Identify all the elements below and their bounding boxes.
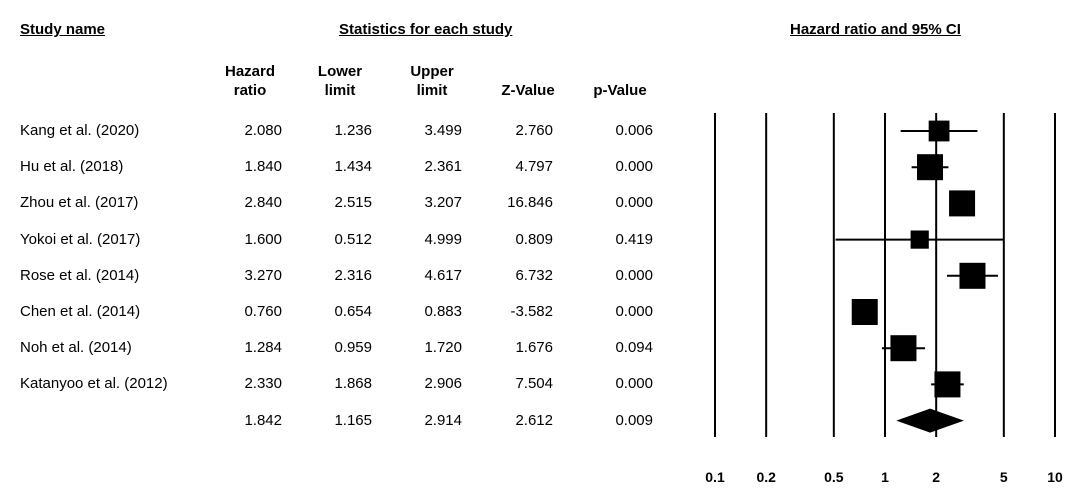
p-value-cell: 0.006 (615, 122, 653, 139)
p-value-cell: 0.000 (615, 266, 653, 284)
point-marker (928, 120, 950, 142)
z-value-cell: 16.846 (507, 194, 553, 212)
x-tick-label: 0.2 (756, 469, 776, 485)
upper-limit-cell: 0.883 (424, 303, 462, 320)
point-marker (949, 190, 976, 217)
point-marker (910, 230, 929, 249)
lower-limit-cell: 2.515 (334, 194, 372, 212)
x-tick-label: 5 (1000, 469, 1008, 485)
lower-limit-cell: 0.654 (334, 303, 372, 320)
point-marker (959, 262, 986, 289)
point-marker (890, 335, 917, 362)
z-value-cell: 7.504 (515, 375, 553, 393)
upper-limit-header: Upper limit (397, 62, 467, 100)
x-tick-label: 0.5 (824, 469, 844, 485)
lower-limit-header-line2: limit (324, 82, 356, 99)
upper-limit-cell: 1.720 (424, 339, 462, 357)
summary-diamond (896, 408, 964, 433)
hazard-ratio-header-line1: Hazard (224, 63, 276, 80)
hazard-ratio-header: Hazard ratio (210, 62, 290, 100)
study-name-cell: Kang et al. (2020) (20, 122, 140, 139)
plot-title: Hazard ratio and 95% CI (790, 21, 961, 38)
p-value-cell: 0.000 (615, 303, 653, 320)
hazard-ratio-cell: 1.840 (244, 158, 282, 176)
p-value-cell: 0.000 (615, 375, 653, 393)
hazard-ratio-cell: 2.330 (244, 375, 282, 393)
z-value-cell: 4.797 (515, 158, 553, 176)
lower-limit-cell: 1.868 (334, 375, 372, 393)
x-tick-label: 2 (932, 469, 940, 485)
point-marker (851, 299, 878, 325)
z-value-cell: 2.612 (515, 411, 553, 429)
study-name-cell: Noh et al. (2014) (20, 339, 132, 357)
p-value-cell: 0.000 (615, 194, 653, 212)
statistics-header: Statistics for each study (339, 21, 513, 38)
lower-limit-cell: 1.165 (334, 411, 372, 429)
lower-limit-header-line1: Lower (317, 63, 363, 80)
p-value-cell: 0.000 (615, 158, 653, 176)
hazard-ratio-cell: 0.760 (244, 303, 282, 320)
p-value-cell: 0.419 (615, 230, 653, 248)
study-name-cell: Zhou et al. (2017) (20, 194, 139, 212)
lower-limit-cell: 1.236 (334, 122, 372, 139)
upper-limit-cell: 4.617 (424, 266, 462, 284)
study-name-cell: Hu et al. (2018) (20, 158, 124, 176)
study-name-cell: Yokoi et al. (2017) (20, 230, 141, 248)
upper-limit-cell: 2.906 (424, 375, 462, 393)
hazard-ratio-cell: 1.842 (244, 411, 282, 429)
p-value-cell: 0.094 (615, 339, 653, 357)
study-name-header: Study name (20, 21, 106, 38)
lower-limit-cell: 0.959 (334, 339, 372, 357)
hazard-ratio-cell: 3.270 (244, 266, 282, 284)
z-value-cell: -3.582 (510, 303, 553, 320)
point-marker (934, 371, 961, 398)
upper-limit-cell: 3.499 (424, 122, 462, 139)
lower-limit-cell: 2.316 (334, 266, 372, 284)
upper-limit-cell: 4.999 (424, 230, 462, 248)
p-value-header: p-Value (593, 82, 647, 99)
z-value-cell: 0.809 (515, 230, 553, 248)
upper-limit-header-line2: limit (416, 82, 448, 99)
x-tick-label: 0.1 (705, 469, 725, 485)
x-tick-label: 1 (881, 469, 889, 485)
p-value-cell: 0.009 (615, 411, 653, 429)
lower-limit-header: Lower limit (305, 62, 375, 100)
hazard-ratio-cell: 2.080 (244, 122, 282, 139)
upper-limit-cell: 3.207 (424, 194, 462, 212)
point-marker (917, 154, 944, 181)
lower-limit-cell: 1.434 (334, 158, 372, 176)
lower-limit-cell: 0.512 (334, 230, 372, 248)
study-name-cell: Chen et al. (2014) (20, 303, 141, 320)
z-value-cell: 6.732 (515, 266, 553, 284)
study-name-cell: Katanyoo et al. (2012) (20, 375, 168, 393)
upper-limit-header-line1: Upper (410, 63, 454, 80)
x-tick-label: 10 (1047, 469, 1063, 485)
hazard-ratio-cell: 2.840 (244, 194, 282, 212)
hazard-ratio-cell: 1.284 (244, 339, 282, 357)
hazard-ratio-header-line2: ratio (233, 82, 267, 99)
upper-limit-cell: 2.361 (424, 158, 462, 176)
upper-limit-cell: 2.914 (424, 411, 462, 429)
z-value-cell: 2.760 (515, 122, 553, 139)
study-name-cell: Rose et al. (2014) (20, 266, 140, 284)
z-value-header: Z-Value (501, 82, 555, 99)
z-value-cell: 1.676 (515, 339, 553, 357)
hazard-ratio-cell: 1.600 (244, 230, 282, 248)
